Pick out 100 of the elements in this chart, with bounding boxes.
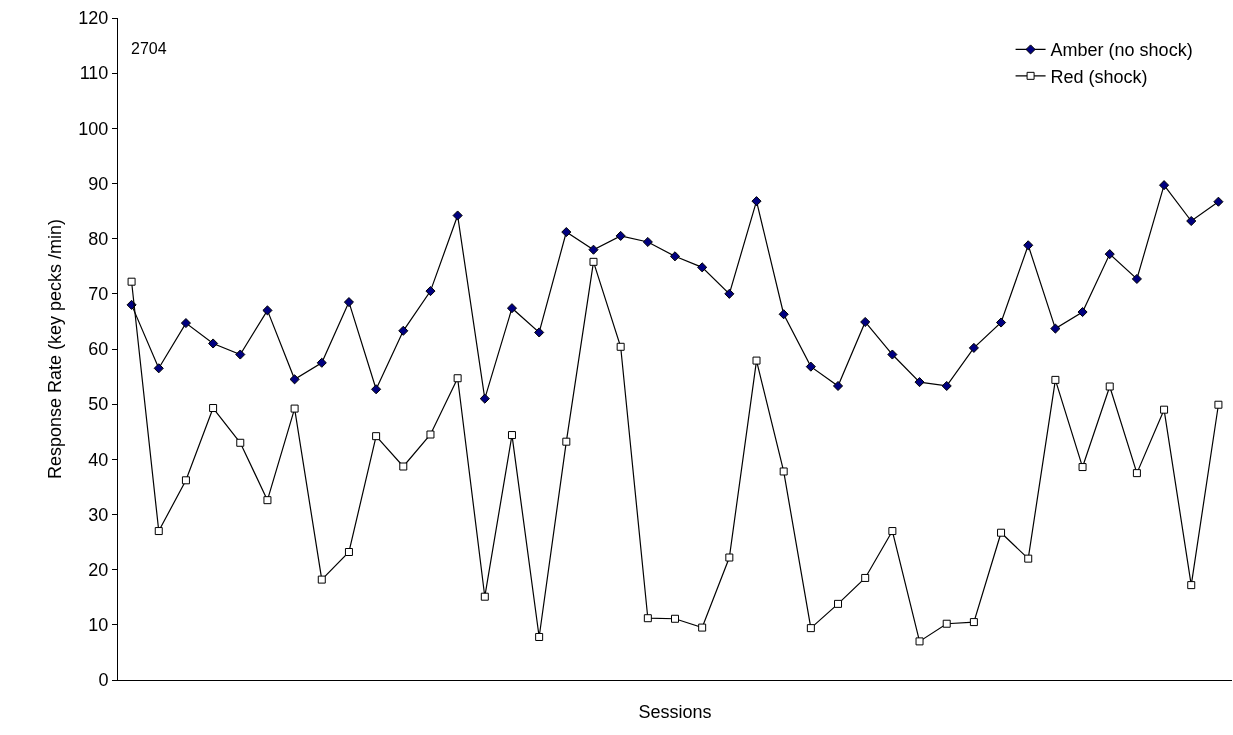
point (669, 251, 681, 262)
point (127, 277, 136, 286)
point (1105, 382, 1114, 391)
x-axis-title: Sessions (638, 702, 712, 723)
point (588, 244, 599, 255)
y-tick-label: 90 (88, 173, 109, 194)
point (289, 374, 300, 385)
point (180, 318, 191, 329)
y-tick-label: 10 (88, 615, 109, 636)
point (452, 210, 463, 221)
point (562, 437, 571, 446)
point (861, 573, 870, 582)
legend-label: Amber (no shock) (1050, 40, 1193, 61)
point (372, 432, 381, 441)
point (779, 467, 788, 476)
point (1213, 196, 1224, 207)
point (1160, 405, 1169, 414)
point (153, 363, 164, 374)
point (941, 380, 952, 392)
point (235, 349, 246, 360)
point (1214, 400, 1223, 409)
point (1132, 469, 1141, 478)
point (724, 288, 735, 299)
point (371, 384, 382, 395)
y-tick-label: 20 (88, 559, 109, 580)
point (888, 527, 897, 536)
point (236, 438, 245, 447)
point (1131, 273, 1142, 284)
point (1023, 240, 1034, 251)
point (887, 349, 898, 360)
point (263, 496, 272, 505)
point (616, 342, 625, 351)
y-tick-label: 0 (98, 670, 109, 691)
y-tick-label: 60 (88, 339, 109, 360)
point (805, 361, 816, 372)
point (968, 342, 979, 353)
point (479, 393, 490, 404)
point (316, 357, 327, 368)
point (942, 619, 951, 628)
point (860, 316, 871, 328)
point (208, 338, 219, 349)
point (1050, 323, 1061, 334)
point (698, 623, 707, 632)
y-tick-label: 110 (79, 63, 109, 84)
point (1051, 375, 1060, 384)
point (725, 553, 734, 562)
y-tick-label: 30 (88, 504, 109, 525)
point (425, 286, 436, 297)
point (914, 377, 925, 388)
y-axis-title: Response Rate (key pecks /min) (44, 218, 65, 480)
point (343, 297, 354, 308)
y-tick-label: 70 (88, 284, 109, 305)
point (535, 632, 544, 641)
point (1187, 581, 1196, 590)
point (1077, 306, 1088, 318)
point (834, 599, 843, 608)
legend-label: Red (shock) (1050, 66, 1148, 87)
point (398, 325, 409, 336)
point (534, 327, 545, 338)
point (1104, 249, 1115, 260)
point (1159, 180, 1170, 191)
y-tick-label: 100 (78, 118, 109, 139)
point (317, 575, 326, 584)
y-tick-label: 40 (88, 449, 109, 470)
point (1078, 463, 1087, 472)
point (997, 528, 1006, 537)
point (589, 257, 598, 266)
point (915, 637, 924, 646)
point (480, 592, 489, 601)
point (262, 305, 273, 316)
point (643, 614, 652, 623)
point (1186, 215, 1197, 227)
point (697, 262, 708, 273)
point (561, 227, 572, 238)
y-tick-label: 50 (88, 394, 109, 415)
annotation: 2704 (131, 40, 167, 57)
point (507, 431, 516, 440)
point (642, 236, 653, 248)
point (671, 614, 679, 623)
point (209, 404, 218, 413)
y-tick-label: 80 (88, 228, 109, 249)
point (752, 356, 761, 365)
point (506, 303, 518, 314)
point (751, 196, 762, 207)
point (290, 404, 299, 413)
point (399, 462, 408, 471)
point (996, 317, 1007, 328)
point (615, 230, 626, 241)
point (181, 476, 190, 485)
point (453, 374, 462, 383)
point (126, 299, 137, 310)
point (426, 430, 435, 439)
point (778, 309, 789, 320)
point (154, 527, 163, 536)
point (832, 380, 844, 392)
point (969, 618, 978, 627)
point (806, 624, 815, 633)
point (1024, 554, 1033, 563)
y-tick-label: 120 (78, 8, 109, 29)
point (344, 548, 353, 557)
